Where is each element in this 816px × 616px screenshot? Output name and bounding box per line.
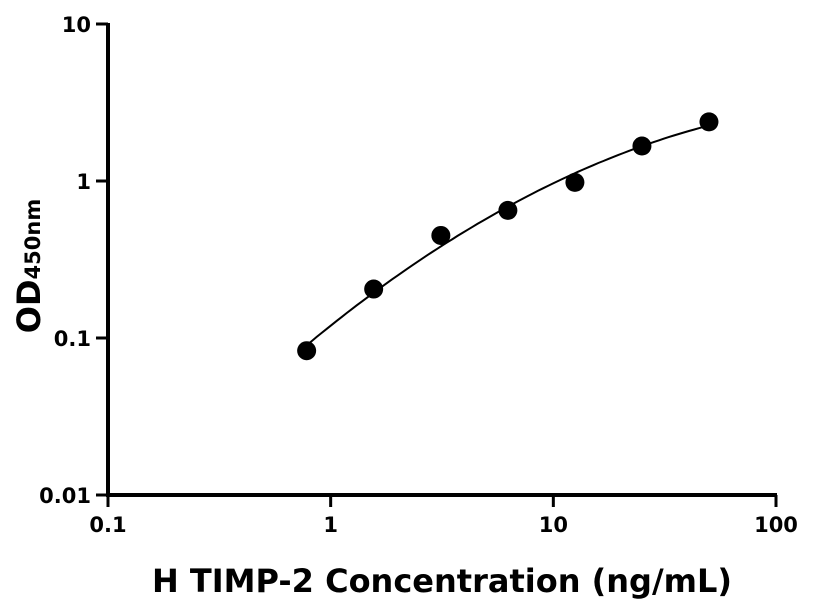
x-tick-label: 10: [539, 513, 568, 537]
x-axis-label: H TIMP-2 Concentration (ng/mL): [152, 562, 732, 600]
data-point: [364, 279, 384, 299]
data-point: [431, 225, 451, 245]
y-axis-label: OD450nm: [10, 199, 48, 333]
data-point: [565, 172, 585, 192]
y-tick-label: 0.01: [39, 484, 91, 508]
fit-curve: [305, 124, 710, 346]
data-point: [699, 112, 719, 132]
data-point: [632, 136, 652, 156]
y-axis-label-subscript: 450nm: [21, 199, 45, 280]
x-tick-label: 0.1: [89, 513, 126, 537]
data-point: [498, 200, 518, 220]
data-point: [297, 341, 317, 361]
y-tick-label: 0.1: [54, 327, 91, 351]
y-tick-label: 10: [62, 13, 91, 37]
x-tick-label: 100: [754, 513, 798, 537]
x-tick-label: 1: [323, 513, 338, 537]
y-tick-label: 1: [76, 170, 91, 194]
